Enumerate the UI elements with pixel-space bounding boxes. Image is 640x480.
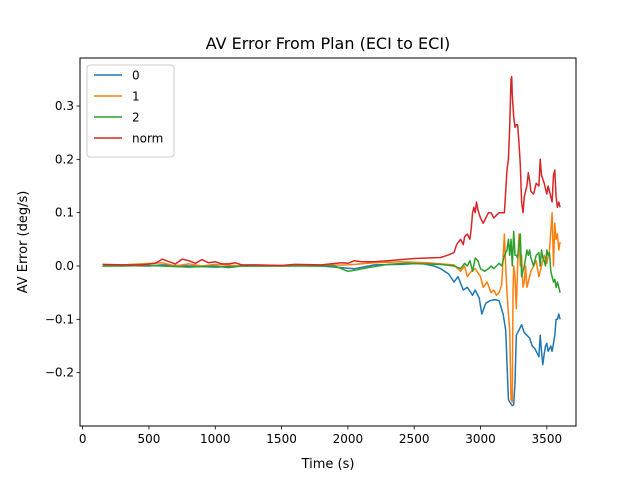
x-tick-label: 2000: [333, 432, 364, 446]
y-tick-label: 0.3: [55, 99, 74, 113]
x-tick-label: 3500: [532, 432, 563, 446]
series-line-2: [102, 230, 561, 293]
y-tick-label: 0.0: [55, 259, 74, 273]
x-tick-label: 1500: [266, 432, 297, 446]
series-line-1: [102, 211, 561, 403]
legend-label-0: 0: [132, 69, 140, 83]
x-tick-label: 500: [138, 432, 161, 446]
y-tick-label: 0.2: [55, 152, 74, 166]
y-tick-label: −0.2: [45, 366, 74, 380]
series-line-norm: [102, 75, 561, 267]
y-tick-label: 0.1: [55, 206, 74, 220]
x-tick-label: 2500: [399, 432, 430, 446]
legend-label-norm: norm: [132, 132, 163, 146]
y-tick-label: −0.1: [45, 312, 74, 326]
legend-label-2: 2: [132, 111, 140, 125]
x-axis-ticks: 0 500 1000 1500 2000 2500 3000 3500: [79, 426, 562, 446]
x-tick-label: 1000: [200, 432, 231, 446]
legend-label-1: 1: [132, 90, 140, 104]
legend-box: [86, 64, 175, 158]
y-axis-ticks: −0.2 −0.1 0.0 0.1 0.2 0.3: [45, 99, 80, 380]
series-layer: [102, 75, 561, 407]
x-tick-label: 3000: [465, 432, 496, 446]
plot-frame: [79, 57, 577, 427]
y-axis-label: AV Error (deg/s): [16, 191, 31, 294]
x-tick-label: 0: [79, 432, 87, 446]
legend: 0 1 2 norm: [86, 64, 175, 158]
series-line-0: [102, 262, 561, 407]
chart-title: AV Error From Plan (ECI to ECI): [206, 34, 451, 53]
x-axis-label: Time (s): [301, 457, 355, 472]
